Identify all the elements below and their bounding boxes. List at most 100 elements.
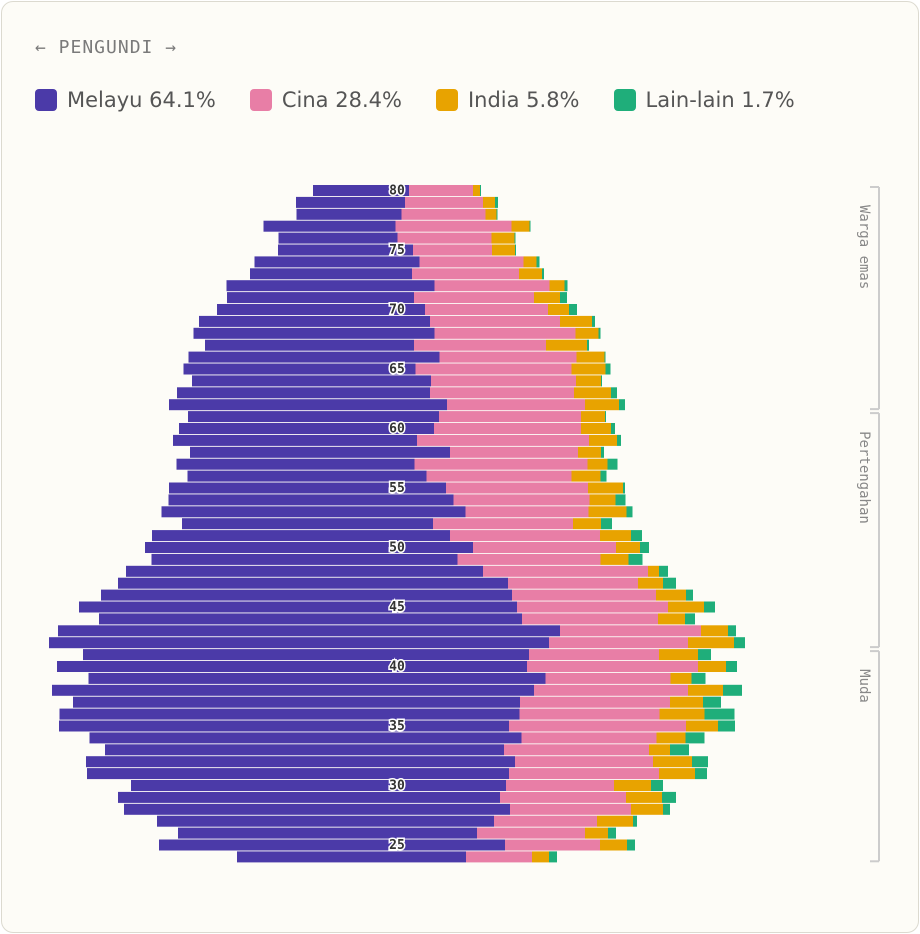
bar-segment [414, 458, 588, 470]
bar-segment [519, 268, 542, 280]
legend: Melayu 64.1% Cina 28.4% India 5.8% Lain-lai… [35, 88, 795, 112]
bar-segment [401, 208, 486, 220]
bar-segment [278, 244, 413, 256]
bar-segment [685, 732, 705, 744]
bar-segment [99, 613, 522, 625]
bar-segment [88, 672, 546, 684]
bar-segment [87, 768, 509, 780]
bar-segment [52, 684, 534, 696]
bar-segment [614, 780, 651, 791]
bar-segment [413, 244, 492, 256]
bar-segment [59, 720, 509, 732]
age-label: 70 [389, 302, 405, 317]
bar-segment [549, 280, 565, 292]
bar-segment [178, 827, 477, 839]
bar-segment [414, 292, 534, 304]
bar-segment [703, 696, 721, 708]
bar-segment [313, 185, 409, 196]
bar-segment [536, 256, 540, 268]
bar-segment [519, 708, 660, 720]
bar-segment [412, 268, 519, 280]
bar-segment [296, 208, 402, 220]
bar-segment [101, 589, 512, 601]
bar-segment [600, 553, 629, 565]
bar-segment [193, 327, 435, 339]
bar-segment [688, 684, 723, 696]
bar-segment [600, 470, 607, 482]
bar-segment [492, 244, 515, 256]
bar-segment [685, 613, 695, 625]
bar-segment [691, 672, 706, 684]
age-label: 25 [389, 838, 405, 853]
bar-segment [585, 399, 619, 411]
age-label: 40 [389, 659, 405, 674]
bar-segment [542, 268, 544, 280]
bar-segment [465, 506, 589, 518]
bar-segment [728, 625, 736, 637]
bar-segment [182, 518, 433, 530]
legend-swatch [35, 89, 57, 111]
bar-segment [152, 530, 450, 542]
bar-segment [434, 423, 581, 434]
bar-segment [504, 744, 649, 756]
bar-segment [626, 506, 633, 518]
bar-segment [608, 827, 616, 839]
bar-segment [546, 339, 587, 351]
bar-segment [263, 220, 396, 232]
bar-segment [628, 553, 643, 565]
bar-segment [573, 518, 601, 530]
bar-segment [589, 434, 617, 446]
bar-segment [439, 351, 577, 363]
bar-segment [686, 720, 718, 732]
bar-segment [159, 839, 505, 851]
bar-segment [511, 220, 530, 232]
bar-segment [397, 232, 492, 244]
bar-segment [564, 280, 568, 292]
bar-segment [631, 530, 642, 542]
bar-segment [278, 232, 398, 244]
age-label: 45 [389, 600, 405, 615]
bar-segment [173, 434, 417, 446]
bar-segment [473, 185, 480, 196]
bar-segment [434, 327, 576, 339]
bar-segment [560, 315, 592, 327]
bar-segment [426, 470, 572, 482]
bar-segment [457, 553, 601, 565]
bar-segment [514, 232, 516, 244]
bar-segment [601, 446, 604, 458]
bar-segment [692, 756, 708, 768]
bar-segment [419, 256, 524, 268]
age-label: 75 [389, 243, 405, 258]
bar-segment [226, 280, 435, 292]
bar-segment [560, 625, 701, 637]
bar-segment [83, 649, 529, 661]
bar-segment [549, 637, 688, 649]
bar-segment [640, 542, 649, 553]
bar-segment [578, 446, 601, 458]
bar-segment [453, 494, 590, 506]
bar-segment [57, 661, 527, 672]
bar-segment [734, 637, 745, 649]
bar-segment [726, 661, 737, 672]
bar-segment [205, 339, 414, 351]
bar-segment [168, 494, 454, 506]
bar-segment [659, 649, 698, 661]
bar-segment [512, 589, 656, 601]
bar-segment [619, 399, 625, 411]
bar-segment [515, 756, 653, 768]
bar-segment [723, 684, 742, 696]
bar-segment [592, 315, 595, 327]
bar-segment [651, 780, 663, 791]
bar-segment [485, 208, 497, 220]
bar-segment [177, 387, 430, 399]
bar-segment [658, 613, 685, 625]
legend-label: Melayu 64.1% [67, 88, 216, 112]
bar-segment [656, 732, 686, 744]
bar-segment [695, 768, 707, 780]
bar-segment [659, 768, 695, 780]
bar-segment [638, 577, 663, 589]
age-label: 35 [389, 719, 405, 734]
legend-swatch [435, 89, 458, 111]
bar-segment [523, 256, 537, 268]
bar-segment [169, 399, 447, 411]
